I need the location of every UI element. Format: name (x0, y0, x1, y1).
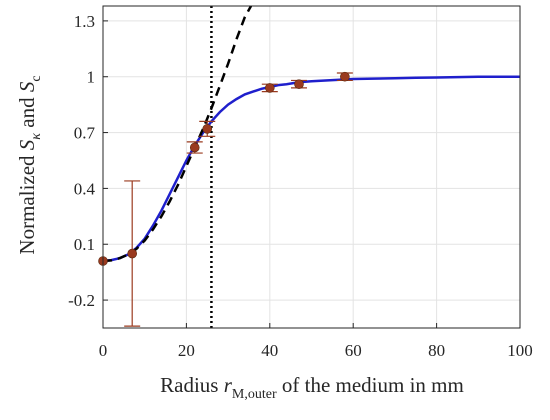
x-tick-label: 0 (99, 341, 108, 360)
series-layer (98, 5, 520, 328)
x-axis-label: Radius rM,outer of the medium in mm (160, 373, 464, 402)
x-tick-label: 100 (507, 341, 533, 360)
x-tick-label: 60 (345, 341, 362, 360)
dashed-fit-line (102, 5, 253, 263)
y-tick-label: 1 (87, 68, 96, 87)
data-point (189, 142, 200, 153)
plot-frame (102, 5, 521, 329)
y-tick-label: -0.2 (68, 291, 95, 310)
data-point (127, 248, 137, 259)
solid-fit-line (102, 75, 520, 263)
data-point (294, 79, 304, 89)
y-tick-label: 0.1 (74, 235, 95, 254)
x-tick-label: 40 (261, 341, 278, 360)
x-tick-label: 20 (178, 341, 195, 360)
data-point (202, 124, 213, 134)
y-tick-label: 0.7 (74, 124, 96, 143)
ticks: 0 20 40 60 80 100 -0.2 0.1 0.4 0.7 1 1.3 (68, 12, 533, 360)
data-point (264, 83, 275, 93)
y-tick-label: 0.4 (74, 179, 96, 198)
data-point (340, 71, 350, 82)
y-axis-label: Normalized Sκ and Sc (15, 75, 44, 254)
grid (102, 6, 521, 328)
x-tick-label: 80 (428, 341, 445, 360)
y-tick-label: 1.3 (74, 12, 95, 31)
